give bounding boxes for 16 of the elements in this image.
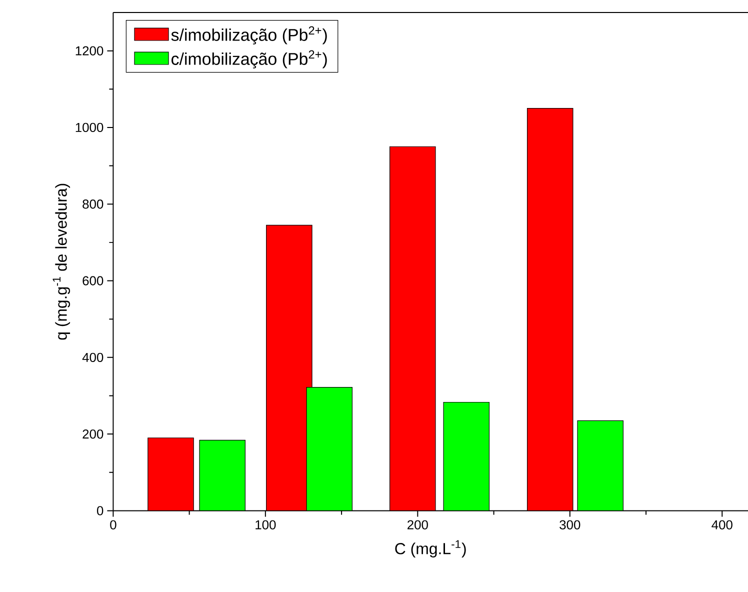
legend-label: c/imobilização (Pb$^{2+}$): [172, 50, 327, 68]
x-tick-label: 200: [408, 520, 428, 530]
x-tick-label: 100: [256, 520, 276, 530]
y-tick-label: 0: [96, 506, 104, 516]
y-tick-label: 600: [82, 276, 104, 286]
x-tick-label: 0: [110, 520, 116, 530]
x-tick-label: 400: [712, 520, 732, 530]
x-tick-label: 300: [560, 520, 580, 530]
y-tick-label: 800: [82, 200, 104, 209]
y-tick-label: 1200: [76, 46, 104, 56]
y-axis-title: q (mg.g$^{-1}$ de levedura): [52, 184, 70, 340]
y-tick-label: 200: [82, 429, 104, 439]
x-axis-title: C (mg.L$^{-1}$): [395, 540, 466, 558]
legend-label: s/imobilização (Pb$^{2+}$): [171, 26, 327, 44]
y-tick-label: 400: [82, 352, 104, 362]
y-tick-label: 1000: [76, 122, 104, 132]
